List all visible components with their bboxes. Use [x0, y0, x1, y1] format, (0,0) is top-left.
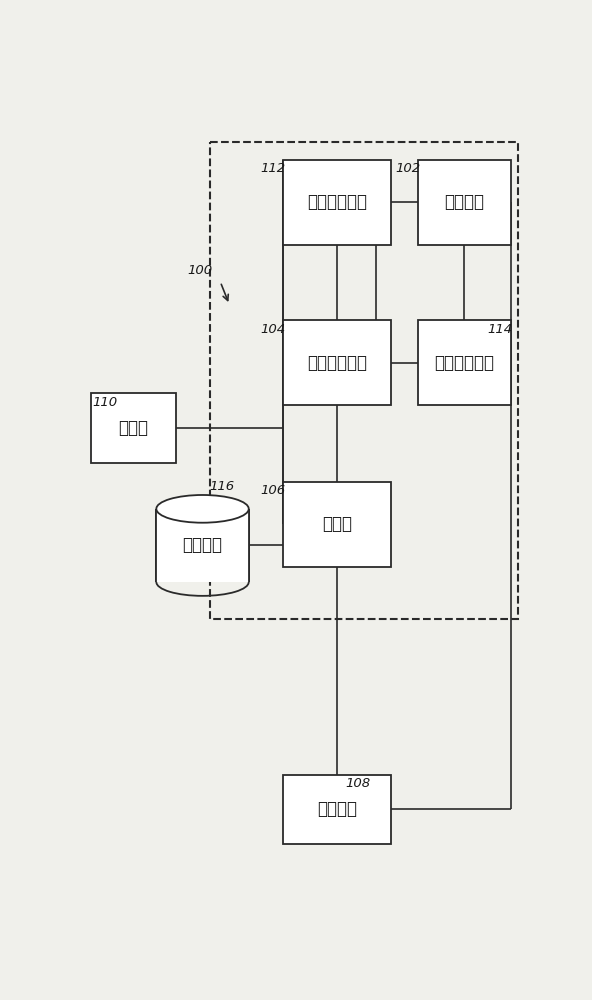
Text: 实验方案: 实验方案 — [182, 536, 223, 554]
Text: 控制器: 控制器 — [322, 515, 352, 533]
Ellipse shape — [156, 495, 249, 523]
Text: 114: 114 — [487, 323, 513, 336]
Text: 116: 116 — [210, 480, 234, 493]
Bar — [284, 320, 391, 405]
Text: 用户界面: 用户界面 — [317, 800, 358, 818]
Text: 数据采集单元: 数据采集单元 — [307, 354, 367, 372]
Text: 测试探针: 测试探针 — [445, 193, 484, 211]
Text: 108: 108 — [345, 777, 370, 790]
Text: 112: 112 — [260, 162, 285, 175]
Text: 100: 100 — [188, 264, 213, 277]
Text: 106: 106 — [260, 484, 285, 497]
Bar — [210, 142, 518, 619]
Bar — [91, 393, 176, 463]
Text: 110: 110 — [92, 396, 118, 409]
Text: 主电源: 主电源 — [118, 419, 148, 437]
Text: 信号调节单元: 信号调节单元 — [307, 193, 367, 211]
Bar — [156, 509, 249, 582]
Text: 102: 102 — [395, 162, 420, 175]
Bar — [284, 482, 391, 567]
Bar — [284, 160, 391, 245]
Text: 测试控制单元: 测试控制单元 — [435, 354, 494, 372]
Bar — [284, 774, 391, 844]
Bar — [418, 320, 510, 405]
Text: 104: 104 — [260, 323, 285, 336]
Bar — [418, 160, 510, 245]
